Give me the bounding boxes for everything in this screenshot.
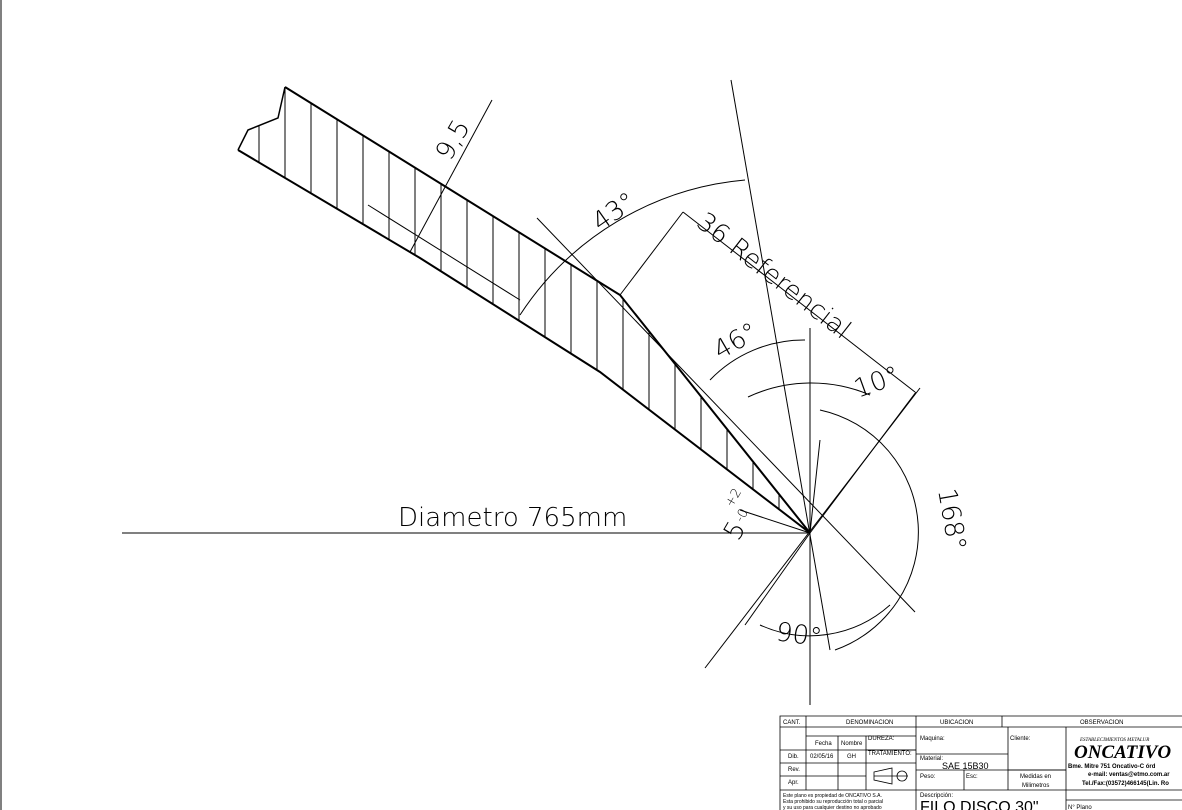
title-block: CANT. DENOMINACION UBICACION OBSERVACION…: [779, 715, 1182, 810]
email: e-mail: ventas@etmo.com.ar: [1088, 772, 1170, 778]
dim-angle: 168°: [931, 486, 971, 553]
header: CANT.: [783, 720, 801, 726]
label: Cliente:: [1010, 736, 1031, 742]
label: Dib.: [788, 754, 799, 760]
notice: Este plano es propiedad de ONCATIVO S.A.: [783, 793, 882, 799]
dim-angle: 43°: [587, 187, 642, 238]
label: Peso:: [920, 774, 936, 780]
label: DUREZA:: [868, 736, 895, 742]
dim-angle: 10°: [850, 361, 904, 405]
header: OBSERVACION: [1080, 720, 1123, 726]
label: Fecha: [815, 741, 832, 747]
label: Esc:: [966, 774, 978, 780]
label: Material:: [920, 756, 943, 762]
value: 02/05/16: [810, 754, 834, 760]
label: Apr.: [788, 780, 799, 786]
dimension-texts: 9,5 43° 36 Referencial 46° 10° 168° Diam…: [398, 115, 972, 654]
phone: Tel./Fax:(03572)466145(Lin. Ro: [1082, 781, 1169, 787]
header: DENOMINACION: [846, 720, 893, 726]
value: GH: [847, 754, 856, 760]
dim-angle: 90°: [774, 617, 824, 653]
blade: [237, 86, 811, 534]
dim-tol: +2: [722, 486, 745, 510]
label: Medidas en: [1020, 774, 1051, 780]
notice: Esta prohibido su reproducción total o p…: [783, 799, 883, 805]
label: Maquina:: [920, 736, 945, 742]
label: Nombre: [841, 741, 863, 747]
label: Milimetros: [1022, 783, 1049, 789]
header: UBICACION: [940, 720, 973, 726]
dim-thickness: 9,5: [430, 115, 477, 166]
company: ONCATIVO: [1074, 742, 1171, 763]
address: Bme. Mitre 751 Oncativo-C órd: [1068, 764, 1156, 770]
label: Descripción:: [920, 793, 953, 799]
label: N° Plano: [1068, 805, 1092, 810]
dim-diameter: Diametro 765mm: [398, 503, 627, 533]
part-name: FILO DISCO 30": [920, 799, 1039, 810]
label: Rev.: [788, 767, 800, 773]
construction-lines: [122, 79, 921, 705]
label: TRATAMIENTO:: [868, 751, 912, 757]
notice: y su uso para cualquier destino no aprob…: [783, 805, 882, 810]
dim-angle: 46°: [709, 317, 764, 366]
value: SAE 15B30: [942, 761, 989, 771]
company-sub: ESTABLECIMIENTOS METALUR: [1079, 738, 1149, 743]
